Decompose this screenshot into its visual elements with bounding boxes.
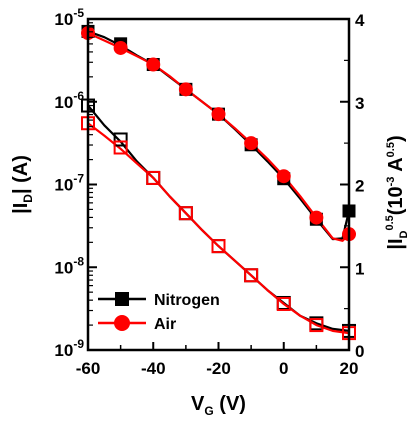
data-point-nitrogen-left-1 <box>113 132 128 147</box>
y-left-tick-label-2: 10-7 <box>54 172 84 195</box>
x-axis-label: VG (V) <box>191 393 246 418</box>
y-left-tick-label-4: 10-5 <box>54 6 84 29</box>
legend: Nitrogen Air <box>98 292 220 333</box>
y-right-tick-label-2: 2 <box>355 177 364 196</box>
data-point-air-left-4 <box>211 239 226 254</box>
y-right-tick-label-3: 3 <box>355 94 364 113</box>
x-tick-label-0: -60 <box>76 359 101 378</box>
legend-marker-0 <box>115 292 129 306</box>
x-tick-label-2: -20 <box>206 359 231 378</box>
y-right-tick-label-4: 4 <box>355 11 365 30</box>
legend-label-1: Air <box>154 316 176 333</box>
axis-labels: VG (V) |ID| (A) |ID0.5(10-3 A0.5) <box>10 135 410 418</box>
x-tick-label-1: -40 <box>141 359 166 378</box>
y-left-axis-label: |ID| (A) <box>10 155 35 214</box>
data-point-air-left-2 <box>146 170 161 185</box>
y-left-tick-label-1: 10-8 <box>54 254 84 277</box>
data-point-air-left-3 <box>178 206 193 221</box>
data-point-air-right-2 <box>146 57 161 72</box>
data-point-air-left-5 <box>244 268 259 283</box>
y-right-axis-label: |ID0.5(10-3 A0.5) <box>384 135 410 249</box>
data-point-air-left-1 <box>113 140 128 155</box>
y-right-tick-label-0: 0 <box>355 342 364 361</box>
series-curves <box>87 30 351 335</box>
data-point-air-left-6 <box>276 296 291 311</box>
data-point-air-right-7 <box>309 210 324 225</box>
data-point-air-right-6 <box>276 169 291 184</box>
data-point-air-right-4 <box>211 107 226 122</box>
x-tick-label-4: 20 <box>340 359 359 378</box>
legend-label-0: Nitrogen <box>154 292 220 309</box>
series-curve-air-left <box>87 122 350 335</box>
legend-marker-1 <box>114 315 130 331</box>
data-point-air-right-5 <box>244 136 259 151</box>
data-point-air-right-1 <box>113 40 128 55</box>
x-tick-label-3: 0 <box>279 359 288 378</box>
data-point-air-left-7 <box>309 318 324 333</box>
data-point-air-right-3 <box>178 82 193 97</box>
y-right-tick-label-1: 1 <box>355 259 364 278</box>
y-left-tick-label-0: 10-9 <box>54 337 84 360</box>
y-left-tick-label-3: 10-6 <box>54 89 84 112</box>
